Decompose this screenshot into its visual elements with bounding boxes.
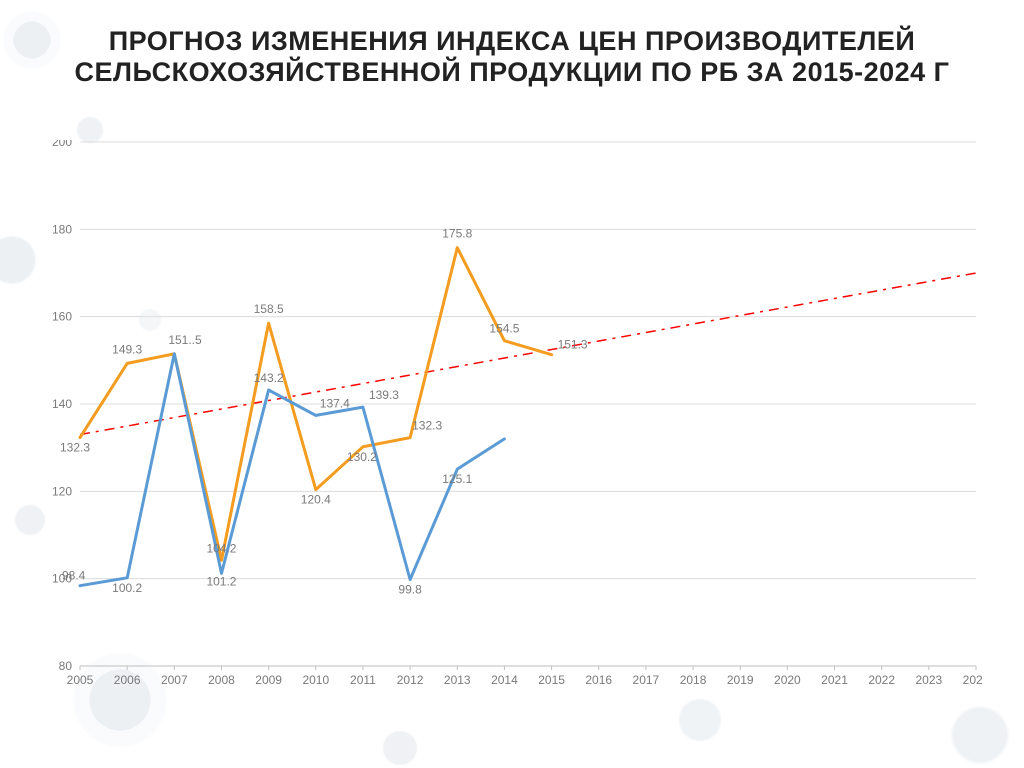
x-tick-label: 2011	[350, 673, 376, 687]
data-label: 125.1	[442, 472, 472, 486]
data-label: 120.4	[301, 493, 331, 507]
data-label: 151.3	[558, 338, 588, 352]
x-tick-label: 2013	[444, 673, 471, 687]
data-label: 104.2	[206, 541, 236, 555]
data-label: 100.2	[112, 581, 142, 595]
data-label: 99.8	[398, 583, 422, 597]
y-tick-label: 160	[52, 310, 72, 324]
x-tick-label: 2019	[727, 673, 754, 687]
x-tick-label: 2024	[963, 673, 982, 687]
y-tick-label: 140	[52, 397, 72, 411]
trend-line	[80, 273, 976, 435]
x-tick-label: 2006	[114, 673, 141, 687]
data-label: 149.3	[112, 342, 142, 356]
data-label: 154.5	[489, 322, 519, 336]
chart-title: ПРОГНОЗ ИЗМЕНЕНИЯ ИНДЕКСА ЦЕН ПРОИЗВОДИТ…	[0, 26, 1024, 88]
data-label: 132.3	[412, 419, 442, 433]
x-tick-label: 2007	[161, 673, 188, 687]
x-tick-label: 2017	[633, 673, 660, 687]
data-label: 101.2	[206, 574, 236, 588]
chart-container: 8010012014016018020020052006200720082009…	[38, 140, 982, 690]
slide: ПРОГНОЗ ИЗМЕНЕНИЯ ИНДЕКСА ЦЕН ПРОИЗВОДИТ…	[0, 0, 1024, 768]
x-tick-label: 2023	[915, 673, 942, 687]
data-label: 98.4	[62, 569, 86, 583]
y-tick-label: 80	[59, 659, 73, 673]
x-tick-label: 2016	[585, 673, 612, 687]
data-label: 139.3	[369, 388, 399, 402]
x-tick-label: 2018	[680, 673, 707, 687]
x-tick-label: 2010	[302, 673, 329, 687]
data-label: 158.5	[254, 302, 284, 316]
line-chart: 8010012014016018020020052006200720082009…	[38, 140, 982, 690]
data-label: 143.2	[254, 371, 284, 385]
y-tick-label: 200	[52, 140, 72, 149]
y-tick-label: 180	[52, 222, 72, 236]
data-label: 137.4	[320, 396, 350, 410]
x-tick-label: 2015	[538, 673, 565, 687]
data-label: 132.3	[60, 441, 90, 455]
x-tick-label: 2005	[67, 673, 94, 687]
y-tick-label: 120	[52, 484, 72, 498]
x-tick-label: 2020	[774, 673, 801, 687]
x-tick-label: 2014	[491, 673, 518, 687]
data-label: 175.8	[442, 227, 472, 241]
series-line-blue-series	[80, 354, 504, 586]
data-label: 151..5	[168, 333, 202, 347]
x-tick-label: 2021	[821, 673, 848, 687]
data-label: 130.2	[347, 450, 377, 464]
x-tick-label: 2009	[255, 673, 282, 687]
x-tick-label: 2008	[208, 673, 235, 687]
x-tick-label: 2012	[397, 673, 424, 687]
x-tick-label: 2022	[868, 673, 895, 687]
